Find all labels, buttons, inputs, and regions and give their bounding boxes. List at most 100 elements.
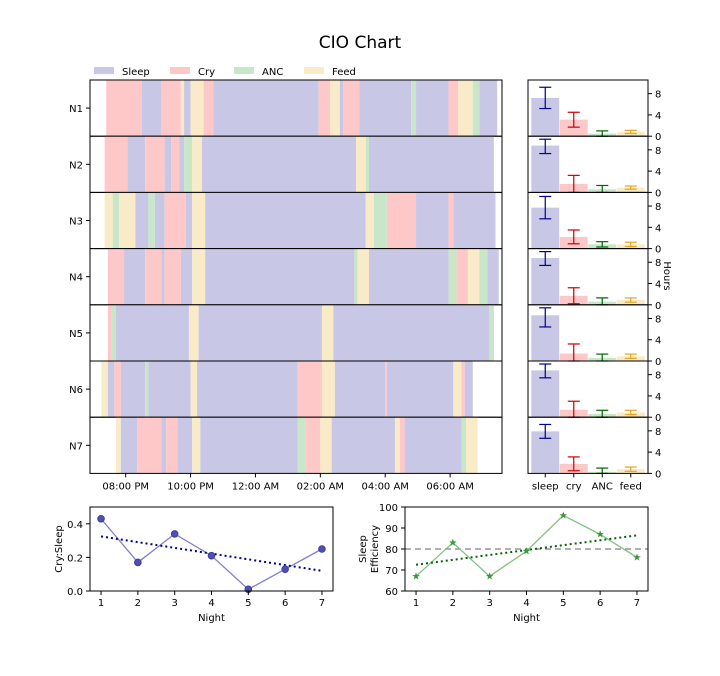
segment-anc [448,248,457,305]
segment-feed [119,192,136,249]
night-label-N7: N7 [69,441,83,452]
segment-sleep [333,304,490,361]
legend-swatch-anc [234,67,254,74]
segment-sleep [161,248,165,305]
cry-sleep-chart: 1 2 3 4 5 6 7 0.0 0.2 0.4 Night Cry:Sleep [54,506,334,624]
x-tick-label: 4 [208,598,214,609]
segment-sleep [135,192,149,249]
legend-swatch-feed [304,67,324,74]
segment-cry [166,417,178,474]
y-tick-label: 0 [655,132,661,143]
segment-cry [399,417,405,474]
y-axis-label: Cry:Sleep [54,525,65,572]
bar-cry [559,119,588,137]
y-tick-label: 0 [655,357,661,368]
x-tick-label: 5 [560,598,566,609]
y-axis-label: SleepEfficiency [358,525,381,573]
data-point [170,530,179,538]
segment-anc [297,417,306,474]
segment-sleep [368,136,494,193]
data-point [318,545,326,553]
x-tick-label: 2 [450,598,456,609]
segment-feed [192,417,201,474]
y-tick-label: 4 [655,111,661,122]
segment-cry [343,80,360,137]
y-tick-label: 4 [655,392,661,403]
x-tick-label: 1 [413,598,419,609]
data-point [412,572,420,580]
legend-label-sleep: Sleep [122,67,150,78]
segment-sleep [479,80,498,137]
segment-cry [161,80,181,137]
segment-cry [385,361,387,418]
y-tick-label: 0 [655,413,661,424]
segment-feed [357,248,369,305]
segment-anc [373,192,387,249]
segment-cry [145,248,162,305]
segment-sleep [453,192,496,249]
segment-cry [104,136,128,193]
segment-feed [330,80,340,137]
x-tick-label: 6 [282,598,288,609]
segment-sleep [141,80,162,137]
hours-bar-charts: 0 4 8 0 4 8 0 4 8 0 4 8 0 4 8 0 4 8 0 4 8 sleep cry ANC feed Hour… [527,79,672,492]
sleep-efficiency-chart: 1 2 3 4 5 6 7 60 70 80 90 100 Night SleepEfficiency [358,503,649,624]
y-tick-label: 90 [385,524,398,535]
segment-cry [386,192,417,249]
segment-anc [489,304,494,361]
y-tick-label: 8 [655,146,661,157]
bar-category-ANC: ANC [592,481,613,492]
x-tick-label: 7 [319,598,325,609]
segment-cry [107,248,125,305]
data-point [633,553,641,561]
segment-sleep [198,304,322,361]
segment-feed [190,361,198,418]
x-tick-label: 02:00 AM [297,481,344,492]
segment-cry [461,361,465,418]
segment-feed [192,192,206,249]
segment-sleep [164,136,172,193]
bar-category-feed: feed [620,481,642,492]
segment-sleep [416,80,449,137]
segment-feed [192,248,206,305]
y-tick-label: 4 [655,336,661,347]
night-label-N3: N3 [69,217,83,228]
x-axis-label: Night [198,613,225,624]
segment-feed [321,304,334,361]
segment-anc [145,361,149,418]
segment-sleep [120,417,138,474]
segment-sleep [359,80,412,137]
x-tick-label: 04:00 AM [361,481,408,492]
data-point [485,572,494,580]
legend-swatch-sleep [94,67,114,74]
y-tick-label: 0.0 [67,587,83,598]
segment-sleep [180,248,193,305]
segment-feed [453,361,462,418]
segment-anc [411,80,417,137]
segment-cry [305,417,321,474]
segment-sleep [416,192,449,249]
segment-sleep [334,361,386,418]
timeline-chart: N1 N2 N3 N4 N5 N6 N7 08:00 PM 10:00 PM 12:00 AM 02… [69,79,503,492]
data-point [281,565,289,573]
x-tick-label: 06:00 AM [426,481,473,492]
segment-cry [107,304,112,361]
night-label-N6: N6 [69,385,83,396]
segment-anc [111,304,116,361]
y-tick-label: 0 [655,469,661,480]
segment-sleep [127,136,146,193]
segment-sleep [464,361,473,418]
data-point [596,530,604,538]
segment-feed [365,192,374,249]
segment-sleep [179,136,185,193]
timeline-legend: Sleep Cry ANC Feed [94,67,356,78]
y-tick-label: 60 [385,587,398,598]
segment-sleep [120,361,146,418]
y-tick-label: 0 [655,301,661,312]
segment-cry [164,248,181,305]
x-tick-label: 2 [135,598,141,609]
segment-feed [394,417,400,474]
data-point [559,511,568,519]
y-tick-label: 8 [655,90,661,101]
